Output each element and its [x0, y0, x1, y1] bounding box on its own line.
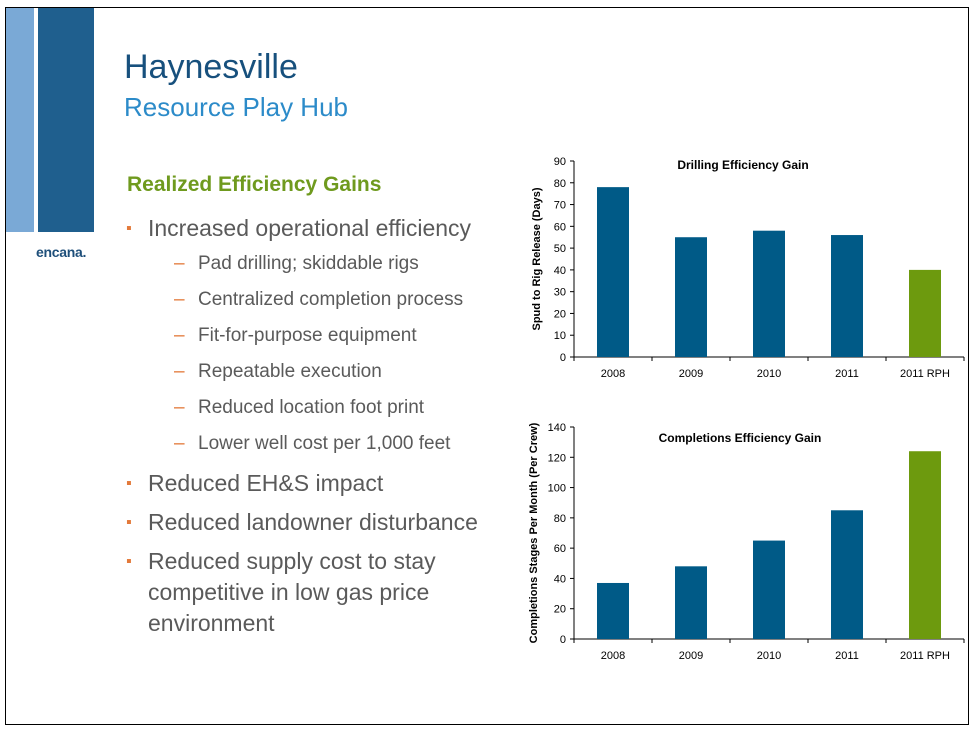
dash-marker: – — [174, 253, 185, 274]
y-tick-label: 70 — [554, 200, 566, 212]
bar-2011-rph — [909, 451, 941, 639]
sub-bullet-text: Centralized completion process — [198, 289, 464, 310]
bar-2008 — [597, 187, 629, 357]
bullet-marker: ▪ — [126, 514, 132, 531]
sub-bullet-item: – Fit-for-purpose equipment — [124, 324, 519, 348]
dash-marker: – — [174, 361, 185, 382]
y-tick-label: 20 — [554, 308, 566, 320]
bullet-marker: ▪ — [126, 220, 132, 237]
y-tick-label: 140 — [548, 422, 566, 434]
bullet-text: Increased operational efficiency — [148, 215, 472, 241]
bar-2009 — [675, 237, 707, 357]
bullet-text: Reduced EH&S impact — [148, 470, 384, 496]
x-tick-label: 2010 — [757, 368, 781, 380]
completions-chart-svg: 0 20 40 60 80 100 120 140 2008 2009 2010 2011 2011 R… — [528, 422, 965, 662]
sub-bullet-item: – Repeatable execution — [124, 360, 519, 384]
y-tick-label: 60 — [554, 543, 566, 555]
decorative-bar-light — [6, 8, 34, 232]
sub-bullet-text: Repeatable execution — [198, 361, 382, 382]
bullet-marker: ▪ — [126, 553, 132, 570]
bar-2011 — [831, 510, 863, 639]
x-tick-label: 2011 — [835, 650, 859, 662]
y-tick-label: 30 — [554, 287, 566, 299]
bullet-text: Reduced supply cost to stay competitive … — [148, 548, 436, 636]
slide: encana. Haynesville Resource Play Hub Re… — [5, 7, 969, 725]
dash-marker: – — [174, 325, 185, 346]
sub-bullet-item: – Pad drilling; skiddable rigs — [124, 252, 519, 276]
y-tick-label: 50 — [554, 243, 566, 255]
bullet-item: ▪ Reduced landowner disturbance — [124, 507, 519, 538]
dash-marker: – — [174, 397, 185, 418]
x-tick-label: 2009 — [679, 650, 703, 662]
bar-2010 — [753, 540, 785, 639]
y-tick-label: 120 — [548, 452, 566, 464]
x-tick-label: 2008 — [601, 650, 625, 662]
bar-2011 — [831, 235, 863, 357]
sub-bullet-text: Fit-for-purpose equipment — [198, 325, 417, 346]
chart-title: Drilling Efficiency Gain — [677, 158, 808, 172]
sub-bullet-item: – Centralized completion process — [124, 288, 519, 312]
x-tick-label: 2010 — [757, 650, 781, 662]
y-axis-label: Completions Stages Per Month (Per Crew) — [528, 422, 540, 643]
y-tick-label: 80 — [554, 178, 566, 190]
sub-bullet-text: Lower well cost per 1,000 feet — [198, 433, 451, 454]
sub-bullet-item: – Reduced location foot print — [124, 396, 519, 420]
y-tick-label: 0 — [560, 634, 566, 646]
completions-efficiency-chart: 0 20 40 60 80 100 120 140 2008 2009 2010 2011 2011 R… — [518, 411, 966, 663]
encana-logo: encana. — [36, 244, 87, 260]
y-tick-label: 100 — [548, 483, 566, 495]
section-heading: Realized Efficiency Gains — [127, 173, 382, 196]
y-tick-label: 20 — [554, 604, 566, 616]
y-tick-label: 40 — [554, 573, 566, 585]
dash-marker: – — [174, 289, 185, 310]
decorative-bar-dark — [38, 8, 94, 232]
y-tick-label: 40 — [554, 265, 566, 277]
y-axis-label: Spud to Rig Release (Days) — [531, 187, 543, 330]
y-tick-label: 80 — [554, 513, 566, 525]
y-tick-label: 90 — [554, 156, 566, 168]
bar-2011-rph — [909, 269, 941, 357]
drilling-efficiency-chart: 0 10 20 30 40 50 60 70 80 90 2008 2009 2010 2011 2011 … — [518, 146, 966, 382]
x-tick-label: 2008 — [601, 368, 625, 380]
y-tick-label: 10 — [554, 330, 566, 342]
bar-2010 — [753, 230, 785, 357]
y-tick-label: 0 — [560, 352, 566, 364]
sub-bullet-item: – Lower well cost per 1,000 feet — [124, 432, 519, 456]
sub-bullet-text: Pad drilling; skiddable rigs — [198, 253, 419, 274]
chart-title: Completions Efficiency Gain — [659, 431, 822, 445]
x-tick-label: 2011 RPH — [900, 368, 950, 380]
x-tick-label: 2011 — [835, 368, 859, 380]
x-tick-label: 2009 — [679, 368, 703, 380]
bar-2009 — [675, 566, 707, 639]
bullet-list: ▪ Increased operational efficiency – Pad d… — [124, 213, 519, 647]
x-tick-label: 2011 RPH — [900, 650, 950, 662]
bullet-item: ▪ Reduced EH&S impact — [124, 468, 519, 499]
drilling-chart-svg: 0 10 20 30 40 50 60 70 80 90 2008 2009 2010 2011 2011 … — [531, 156, 965, 380]
y-tick-label: 60 — [554, 221, 566, 233]
slide-title: Haynesville — [124, 48, 298, 86]
sub-bullet-text: Reduced location foot print — [198, 397, 425, 418]
bar-2008 — [597, 582, 629, 639]
slide-subtitle: Resource Play Hub — [124, 92, 348, 122]
bullet-item: ▪ Reduced supply cost to stay competitive… — [124, 546, 519, 639]
bullet-marker: ▪ — [126, 475, 132, 492]
bullet-item: ▪ Increased operational efficiency — [124, 213, 519, 244]
dash-marker: – — [174, 433, 185, 454]
bullet-text: Reduced landowner disturbance — [148, 509, 478, 535]
